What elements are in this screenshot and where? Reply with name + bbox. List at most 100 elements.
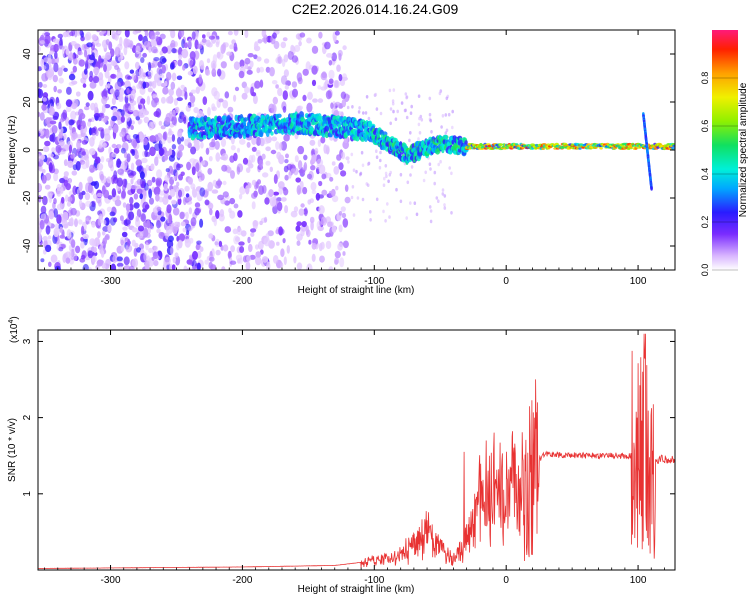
spectral-blob xyxy=(302,94,307,102)
spectral-blob xyxy=(325,90,332,100)
spectral-blob xyxy=(215,210,220,219)
spectral-blob xyxy=(100,112,105,119)
spectral-blob xyxy=(155,193,160,202)
spectral-blob xyxy=(320,216,327,226)
spectral-blob xyxy=(227,106,234,113)
spectral-blob xyxy=(49,120,57,125)
spectral-blob xyxy=(178,30,185,38)
spectral-blob xyxy=(288,171,292,179)
spectral-blob xyxy=(48,162,53,173)
spectral-blob xyxy=(356,196,360,200)
spectral-blob xyxy=(73,159,77,164)
spectral-blob xyxy=(154,210,158,216)
spectral-blob xyxy=(82,83,87,88)
spectral-blob xyxy=(153,260,159,267)
snr-multiplier-close: ) xyxy=(9,316,20,319)
spectral-blob xyxy=(96,162,104,171)
spectral-blob xyxy=(42,236,48,241)
spectral-blob xyxy=(145,232,151,238)
spectral-blob xyxy=(102,57,108,66)
spectral-blob xyxy=(331,195,339,203)
spectral-blob xyxy=(338,74,343,82)
spectral-blob xyxy=(255,150,261,155)
spectral-blob xyxy=(164,80,168,87)
spectral-blob xyxy=(65,257,71,264)
spectral-blob xyxy=(38,111,41,118)
spectral-blob xyxy=(344,196,351,204)
spectral-blob xyxy=(128,211,135,221)
spectral-blob xyxy=(94,115,99,122)
spectral-blob xyxy=(111,152,117,158)
spectral-blob xyxy=(258,240,264,250)
spectral-blob xyxy=(161,46,168,54)
spectral-blob xyxy=(307,91,313,101)
spectral-blob xyxy=(90,117,95,123)
spectral-blob xyxy=(258,159,264,168)
spectral-blob xyxy=(49,50,54,55)
spectral-blob xyxy=(156,169,163,179)
spectral-blob xyxy=(250,232,255,238)
spectral-blob xyxy=(272,96,278,105)
spectral-blob xyxy=(106,206,112,213)
spectral-blob xyxy=(218,98,224,103)
spectral-blob xyxy=(227,30,233,36)
spectral-blob xyxy=(382,183,386,187)
spectral-blob xyxy=(222,99,229,109)
spectral-blob xyxy=(57,89,62,94)
spectral-blob xyxy=(296,233,303,241)
spectral-blob xyxy=(91,221,96,228)
spectral-blob xyxy=(325,216,332,224)
spectral-blob xyxy=(111,188,117,198)
spectral-blob xyxy=(347,160,350,164)
spectral-blob xyxy=(120,147,126,154)
spectral-blob xyxy=(155,136,161,142)
spectral-blob xyxy=(340,91,347,100)
spectral-blob xyxy=(129,69,135,74)
spectral-blob xyxy=(317,139,322,148)
spectral-blob xyxy=(305,225,309,236)
spectral-blob xyxy=(170,245,174,256)
spectral-blob xyxy=(121,184,126,191)
spectral-blob xyxy=(273,191,280,196)
spectral-blob xyxy=(55,144,62,154)
spectral-blob xyxy=(271,80,278,85)
spectral-blob xyxy=(86,121,92,127)
spectral-blob xyxy=(331,52,338,62)
spectral-blob xyxy=(93,66,100,75)
spectral-blob xyxy=(409,111,413,115)
spectral-blob xyxy=(169,189,176,198)
spectral-blob xyxy=(58,77,64,84)
spectral-blob xyxy=(104,233,110,241)
spectral-blob xyxy=(328,266,334,270)
spectral-blob xyxy=(106,83,111,89)
spectral-blob xyxy=(151,80,157,89)
spectral-blob xyxy=(375,155,379,159)
spectral-blob xyxy=(97,231,101,239)
spectral-blob xyxy=(169,30,173,33)
spectral-blob xyxy=(429,219,433,224)
spectral-blob xyxy=(399,199,403,204)
spectral-blob xyxy=(176,243,180,251)
spectral-blob xyxy=(96,259,104,267)
spectral-blob xyxy=(215,152,221,162)
spectral-blob xyxy=(387,179,390,184)
spectral-blob xyxy=(337,49,343,57)
spectral-blob xyxy=(214,140,220,150)
spectral-blob xyxy=(252,220,259,227)
spectral-blob xyxy=(89,54,95,61)
spectral-blob xyxy=(70,154,76,159)
spectral-blob xyxy=(336,154,342,161)
spectral-blob xyxy=(95,129,99,137)
spectral-blob xyxy=(334,250,341,259)
spectral-blob xyxy=(251,201,256,210)
spectral-blob xyxy=(298,169,306,174)
spectral-blob xyxy=(250,86,255,96)
y-tick-label: -20 xyxy=(22,190,33,205)
spectral-blob xyxy=(447,112,451,117)
spectral-blob xyxy=(306,173,313,180)
spectral-blob xyxy=(63,171,69,177)
spectral-blob xyxy=(138,67,144,78)
y-tick-label: 40 xyxy=(22,48,33,60)
spectral-blob xyxy=(183,42,188,49)
spectral-blob xyxy=(101,90,108,99)
